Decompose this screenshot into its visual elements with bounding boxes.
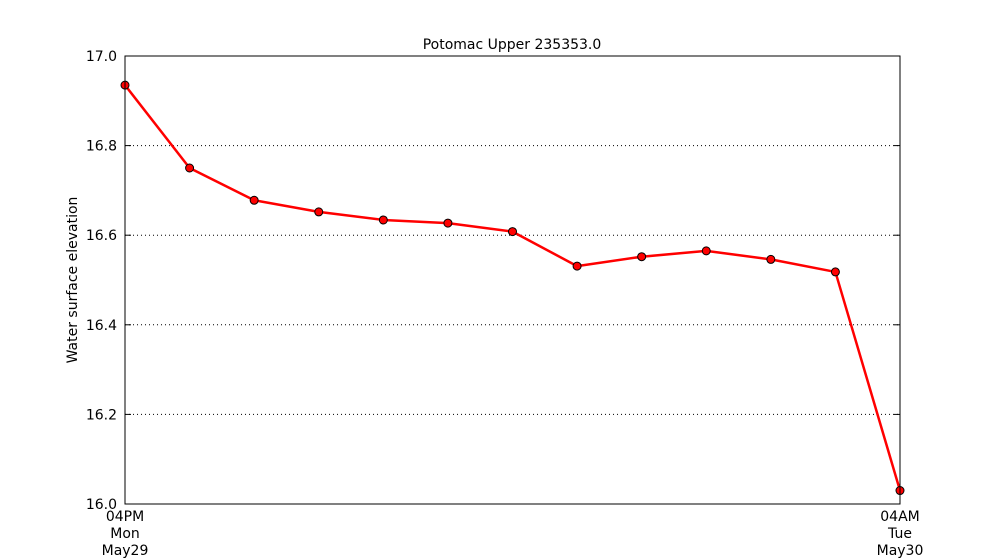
- plot-frame: [124, 55, 901, 505]
- x-tick-label: May29: [102, 543, 149, 559]
- data-point: [830, 267, 840, 277]
- y-tick-label: 16.8: [86, 139, 117, 155]
- y-tick-label: 16.2: [86, 407, 117, 423]
- x-tick-label: 04PM: [106, 509, 144, 525]
- data-point: [701, 246, 711, 256]
- y-tick-label: 16.4: [86, 318, 117, 334]
- x-tick-label: Mon: [110, 526, 140, 542]
- x-tick-label: May30: [877, 543, 924, 559]
- chart-title: Potomac Upper 235353.0: [423, 37, 602, 53]
- y-tick-label: 16.6: [86, 228, 117, 244]
- y-tick-label: 17.0: [86, 49, 117, 65]
- grid-lines: [125, 145, 900, 415]
- data-point: [185, 163, 195, 173]
- x-tick-label: 04AM: [880, 509, 919, 525]
- y-tick-label: 16.0: [86, 497, 117, 513]
- data-point: [766, 254, 776, 264]
- data-point: [572, 261, 582, 271]
- data-point: [637, 252, 647, 262]
- data-point: [508, 227, 517, 237]
- y-axis-title: Water surface elevation: [65, 197, 81, 364]
- data-point: [249, 195, 259, 205]
- data-point: [314, 207, 324, 217]
- series-layer: [120, 80, 905, 496]
- data-point: [443, 218, 453, 228]
- x-tick-label: Tue: [887, 526, 912, 542]
- data-point: [378, 215, 388, 225]
